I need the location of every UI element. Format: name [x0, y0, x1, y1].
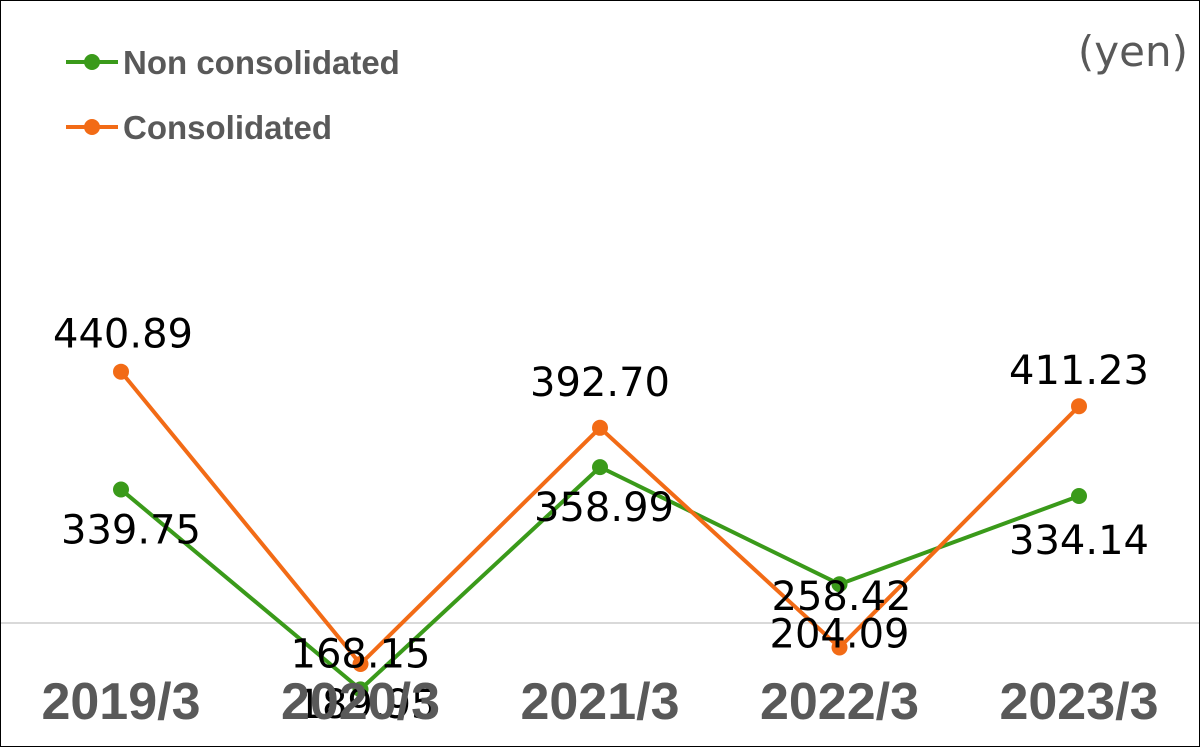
- data-point-consolidated: [592, 419, 608, 436]
- data-point-non-consolidated: [352, 681, 369, 698]
- data-point-non-consolidated: [831, 576, 848, 593]
- x-tick-label: 2023/3: [999, 673, 1158, 731]
- category-axis: 2019/3 2020/3 2021/3 2022/3 2023/3: [41, 673, 1158, 731]
- legend-item-non-consolidated: Non consolidated: [66, 44, 400, 81]
- data-point-non-consolidated: [1071, 488, 1087, 504]
- x-tick-label: 2020/3: [281, 673, 440, 731]
- data-label-consolidated: 440.89: [53, 312, 193, 358]
- data-point-consolidated: [1071, 398, 1087, 415]
- legend-item-consolidated: Consolidated: [66, 109, 332, 146]
- plot-area: 339.75 168.15 358.99 258.42 334.14 440.89 189.…: [53, 312, 1149, 728]
- data-label-non-consolidated: 334.14: [1009, 518, 1149, 564]
- data-label-non-consolidated: 168.15: [291, 631, 431, 677]
- unit-label: (yen): [1078, 27, 1188, 76]
- x-tick-label: 2021/3: [520, 673, 679, 731]
- data-label-non-consolidated: 358.99: [534, 485, 674, 531]
- data-point-consolidated: [113, 363, 129, 380]
- data-point-non-consolidated: [113, 481, 129, 498]
- legend: Non consolidated Consolidated: [66, 44, 400, 146]
- data-label-consolidated: 204.09: [770, 612, 910, 658]
- x-tick-label: 2022/3: [760, 673, 919, 731]
- legend-marker-consolidated: [84, 119, 100, 135]
- x-tick-label: 2019/3: [41, 673, 200, 731]
- data-label-consolidated: 189.95: [297, 682, 437, 728]
- data-label-non-consolidated: 339.75: [61, 508, 201, 554]
- data-label-consolidated: 392.70: [530, 360, 670, 406]
- legend-marker-non-consolidated: [84, 54, 100, 70]
- legend-label-consolidated: Consolidated: [123, 109, 332, 146]
- data-point-non-consolidated: [592, 459, 608, 476]
- data-point-consolidated: [831, 639, 848, 656]
- legend-label-non-consolidated: Non consolidated: [123, 44, 400, 81]
- data-label-consolidated: 411.23: [1009, 348, 1149, 394]
- data-point-consolidated: [352, 656, 369, 672]
- data-label-non-consolidated: 258.42: [772, 574, 912, 620]
